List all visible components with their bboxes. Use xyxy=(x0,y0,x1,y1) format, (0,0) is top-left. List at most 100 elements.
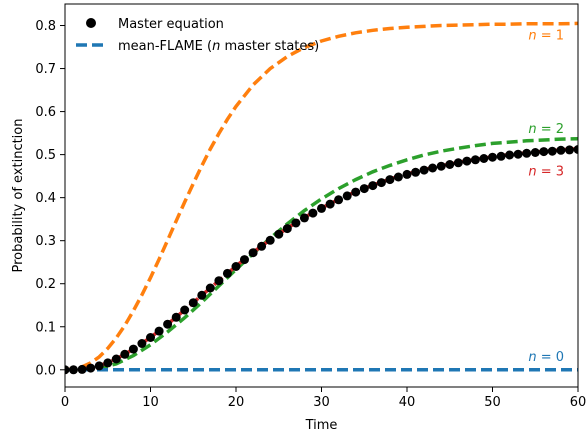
master-equation-point xyxy=(222,268,232,278)
curve-label-variable: n xyxy=(528,350,536,365)
master-equation-point xyxy=(308,208,318,218)
master-equation-point xyxy=(513,149,523,159)
master-equation-point xyxy=(69,365,78,375)
y-axis-title: Probability of extinction xyxy=(11,119,26,273)
legend: Master equation mean-FLAME (n master sta… xyxy=(76,17,319,54)
master-equation-point xyxy=(359,184,369,194)
y-tick-label: 0.7 xyxy=(35,62,56,77)
master-equation-point xyxy=(530,148,540,157)
legend-label-mean-flame-end: master states) xyxy=(220,39,319,54)
master-equation-point xyxy=(488,152,497,162)
series-layer xyxy=(65,21,578,372)
master-equation-point xyxy=(120,349,130,359)
curve-label-n3: n = 3 xyxy=(528,164,564,179)
x-tick-label: 30 xyxy=(313,395,330,410)
master-equation-point xyxy=(282,224,292,234)
curve-label-value: = 0 xyxy=(537,350,564,365)
master-equation-point xyxy=(470,155,480,165)
master-equation-point xyxy=(453,158,463,168)
master-equation-point xyxy=(573,145,578,154)
master-equation-point xyxy=(368,181,378,191)
y-tick-label: 0.8 xyxy=(35,19,56,34)
legend-marker-master-equation xyxy=(86,18,96,28)
curve-label-n2: n = 2 xyxy=(528,122,564,137)
master-equation-point xyxy=(505,150,515,160)
y-tick-label: 0.6 xyxy=(35,105,56,120)
y-tick-label: 0.5 xyxy=(35,148,56,163)
x-tick-label: 60 xyxy=(570,395,587,410)
master-equation-point xyxy=(180,305,190,315)
master-equation-point xyxy=(257,241,267,251)
master-equation-point xyxy=(214,276,224,286)
master-equation-point xyxy=(197,290,207,300)
master-equation-point xyxy=(496,151,506,161)
master-equation-point xyxy=(411,167,421,177)
x-tick-label: 0 xyxy=(61,395,69,410)
master-equation-point xyxy=(376,178,386,188)
y-tick-label: 0.0 xyxy=(35,363,56,378)
legend-label-mean-flame-start: mean-FLAME ( xyxy=(118,39,212,54)
master-equation-point xyxy=(291,218,301,228)
master-equation-point xyxy=(188,298,198,308)
master-equation-point xyxy=(325,199,335,209)
master-equation-point xyxy=(419,165,429,175)
master-equation-point xyxy=(163,319,173,329)
legend-label-mean-flame: mean-FLAME (n master states) xyxy=(118,39,319,54)
y-axis-ticks: 0.0 0.1 0.2 0.3 0.4 0.5 0.6 0.7 0.8 xyxy=(35,19,65,378)
master-equation-point xyxy=(565,145,574,155)
curve-label-value: = 2 xyxy=(537,122,564,137)
curve-label-n1: n = 1 xyxy=(528,28,564,43)
x-axis-title: Time xyxy=(305,418,338,433)
master-equation-point xyxy=(402,169,412,179)
y-tick-label: 0.3 xyxy=(35,234,56,249)
curve-label-variable: n xyxy=(528,122,536,137)
x-tick-label: 10 xyxy=(142,395,159,410)
master-equation-point xyxy=(462,156,472,166)
curve-label-value: = 1 xyxy=(537,28,564,43)
master-equation-point xyxy=(248,248,258,258)
master-equation-point xyxy=(103,358,113,368)
master-equation-point xyxy=(556,145,566,155)
master-equation-point xyxy=(342,191,352,201)
curve-labels: n = 0n = 1n = 2n = 3 xyxy=(528,28,564,365)
master-equation-point xyxy=(94,361,104,371)
master-equation-point xyxy=(393,172,403,182)
master-equation-point xyxy=(445,160,455,169)
master-equation-point xyxy=(111,354,121,364)
master-equation-markers xyxy=(65,145,578,375)
master-equation-point xyxy=(171,312,181,322)
series-line-n3 xyxy=(65,146,578,372)
series-line-n2 xyxy=(65,136,578,372)
master-equation-point xyxy=(154,326,164,336)
master-equation-point xyxy=(146,333,155,342)
x-axis-ticks: 0 10 20 30 40 50 60 xyxy=(61,387,586,410)
legend-label-mean-flame-italic: n xyxy=(212,39,220,54)
master-equation-point xyxy=(231,262,241,271)
master-equation-point xyxy=(436,161,446,171)
x-tick-label: 50 xyxy=(484,395,501,410)
master-equation-point xyxy=(334,195,344,205)
master-equation-point xyxy=(351,187,361,197)
curve-label-variable: n xyxy=(528,164,536,179)
master-equation-point xyxy=(265,235,275,245)
y-tick-label: 0.1 xyxy=(35,320,56,335)
master-equation-point xyxy=(137,339,147,348)
master-equation-point xyxy=(86,363,96,373)
y-tick-label: 0.2 xyxy=(35,277,56,292)
x-tick-label: 20 xyxy=(228,395,245,410)
master-equation-point xyxy=(77,364,87,374)
master-equation-point xyxy=(479,154,489,163)
master-equation-point xyxy=(428,163,438,173)
x-tick-label: 40 xyxy=(399,395,416,410)
master-equation-point xyxy=(128,344,138,354)
plot-frame xyxy=(64,3,579,388)
master-equation-point xyxy=(65,365,70,375)
series-line-n1 xyxy=(65,21,578,372)
master-equation-point xyxy=(299,213,309,223)
master-equation-point xyxy=(205,283,215,293)
legend-label-master-equation: Master equation xyxy=(118,17,224,32)
master-equation-point xyxy=(274,229,284,239)
master-equation-point xyxy=(385,175,395,185)
master-equation-point xyxy=(547,146,557,156)
master-equation-point xyxy=(522,148,532,158)
